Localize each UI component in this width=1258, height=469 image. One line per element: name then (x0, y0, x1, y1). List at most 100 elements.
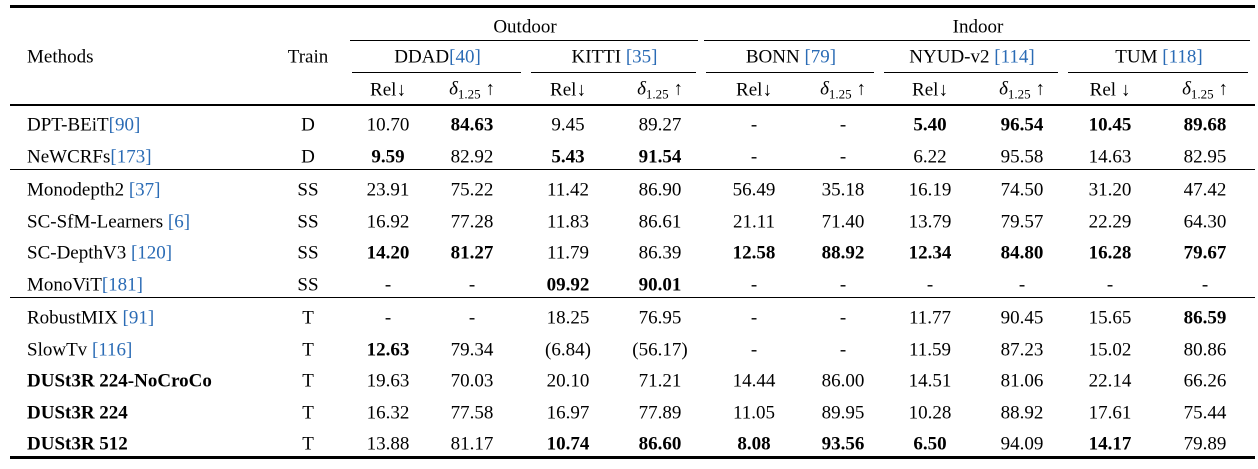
cell-value: 18.25 (546, 307, 590, 329)
cell-value: 56.49 (732, 179, 776, 201)
citation: [91] (122, 307, 155, 329)
metric-sub: 1.25 (645, 86, 669, 102)
dataset-label: NYUD-v2 [114] (909, 48, 1034, 67)
metric-arrow: ↑ (480, 78, 495, 100)
cell-value: 14.20 (366, 242, 410, 264)
citation: [173] (110, 146, 152, 167)
cell-value: 16.28 (1088, 242, 1132, 264)
cell-value: 64.30 (1183, 211, 1227, 232)
citation: [90] (108, 114, 141, 136)
cell-value: 89.95 (821, 402, 865, 423)
metric-label: Rel ↓ (1090, 81, 1131, 100)
cell-value: 81.27 (450, 242, 494, 264)
top-rule (10, 5, 1255, 8)
cell-value: 84.63 (450, 114, 494, 136)
rule-line (1068, 72, 1248, 73)
cell-value: 75.22 (450, 179, 494, 201)
metric-label: δ1.25 ↑ (637, 80, 683, 101)
cell-value: 47.42 (1183, 179, 1227, 201)
cell-value: 10.28 (908, 402, 952, 423)
cell-value: - (1201, 274, 1209, 295)
metric-sub: 1.25 (1007, 86, 1031, 102)
cell-value: 86.59 (1183, 307, 1227, 329)
cell-value: 89.68 (1183, 114, 1227, 136)
cell-value: - (750, 339, 758, 360)
cell-value: - (750, 307, 758, 329)
metric-text: Rel↓ (370, 79, 406, 101)
method-name: DUSt3R 224-NoCroCo (27, 372, 212, 391)
cell-value: 16.32 (366, 402, 410, 423)
train-type: SS (297, 179, 319, 201)
cell-value: 74.50 (1000, 179, 1044, 201)
rule-line (531, 72, 696, 73)
cell-value: 89.27 (638, 114, 682, 136)
method: DUSt3R 224-NoCroCo (27, 370, 212, 392)
metric-subscript: 1.25 (1008, 87, 1031, 102)
cell-value: - (839, 307, 847, 329)
cell-value: - (468, 274, 476, 295)
cell-value: 31.20 (1088, 179, 1132, 201)
cell-value: 15.65 (1088, 307, 1132, 329)
rule-line (10, 297, 1255, 298)
cell-value: 86.60 (638, 433, 682, 455)
rule-line (350, 40, 698, 41)
cell-value: 20.10 (546, 370, 590, 392)
metric-symbol: δ (449, 78, 458, 100)
citation: [120] (130, 242, 173, 264)
rule-line (704, 40, 1250, 41)
train-type: T (302, 339, 314, 360)
metric-sub: 1.25 (1190, 86, 1214, 102)
metric-subscript: 1.25 (829, 87, 852, 102)
metric-sub: 1.25 (828, 86, 852, 102)
citation: [6] (167, 211, 191, 232)
citation: [35] (625, 46, 658, 68)
dataset-label: BONN [79] (746, 48, 836, 67)
cell-value: - (384, 274, 392, 295)
cell-value: 09.92 (546, 274, 590, 295)
citation: [116] (91, 339, 133, 360)
citation: [114] (994, 46, 1035, 68)
cell-value: - (384, 307, 392, 329)
cell-value: 11.77 (908, 307, 952, 329)
cell-value: - (468, 307, 476, 329)
train-type: SS (297, 211, 319, 232)
cell-value: - (839, 274, 847, 295)
cell-value: 6.50 (913, 433, 947, 455)
dataset-label: DDAD[40] (394, 48, 481, 67)
cell-value: 96.54 (1000, 114, 1044, 136)
method: DUSt3R 512 (27, 433, 128, 455)
rule-line (706, 72, 874, 73)
cell-value: 86.61 (638, 211, 682, 232)
method: SC-SfM-Learners (27, 211, 168, 232)
cell-value: 12.63 (366, 339, 410, 360)
dataset-name: BONN (745, 46, 805, 68)
cell-value: 94.09 (1000, 433, 1044, 455)
cell-value: (6.84) (545, 339, 591, 360)
train-type: SS (297, 274, 319, 295)
dataset-name: NYUD-v2 (909, 46, 995, 68)
dataset-name: KITTI (571, 46, 626, 68)
train-type: D (301, 114, 315, 136)
cell-value: 76.95 (638, 307, 682, 329)
metric-subscript: 1.25 (646, 87, 669, 102)
cell-value: 23.91 (366, 179, 410, 201)
group-label: Indoor (952, 16, 1004, 38)
cell-value: 80.86 (1183, 339, 1227, 360)
metric-arrow: ↑ (668, 78, 683, 100)
cell-value: 16.92 (366, 211, 410, 232)
cell-value: 19.63 (366, 370, 410, 392)
cell-value: 77.58 (450, 402, 494, 423)
cell-value: 12.58 (732, 242, 776, 264)
train-type: T (302, 433, 314, 455)
dataset-name: TUM (1115, 46, 1163, 68)
cell-value: 75.44 (1183, 402, 1227, 423)
cell-value: 17.61 (1088, 402, 1132, 423)
method-name: RobustMIX [91] (27, 309, 154, 328)
cell-value: 77.89 (638, 402, 682, 423)
metric-subscript: 1.25 (1191, 87, 1214, 102)
metric-symbol: δ (637, 78, 646, 100)
citation: [118] (1162, 46, 1203, 68)
method: SlowTv (27, 339, 92, 360)
cell-value: 13.79 (908, 211, 952, 232)
